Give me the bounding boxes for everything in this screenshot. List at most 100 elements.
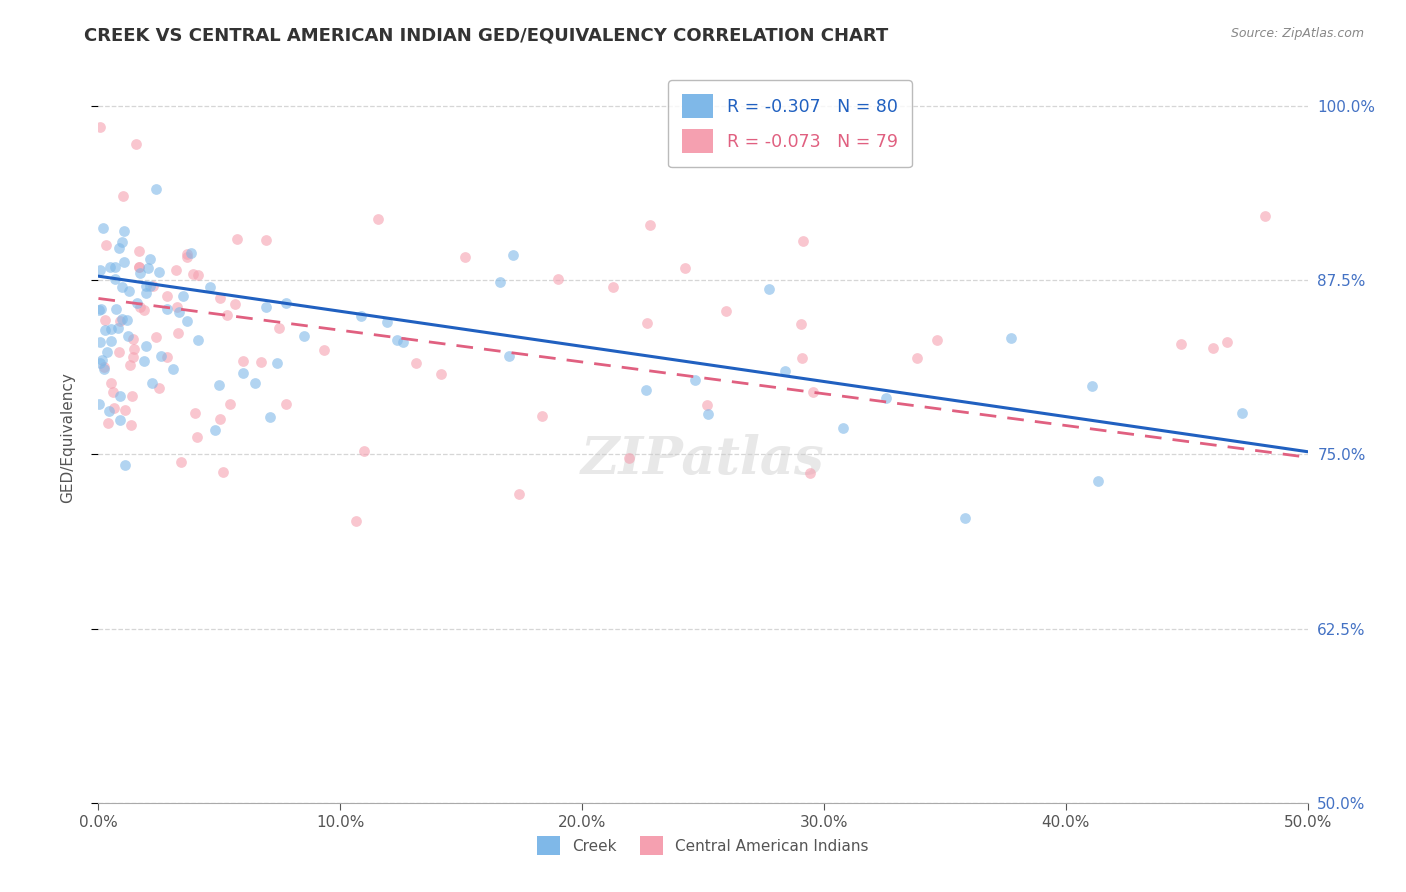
Point xyxy=(100,334,122,348)
Point xyxy=(104,272,127,286)
Point xyxy=(93,359,115,374)
Point xyxy=(121,389,143,403)
Point xyxy=(790,317,813,331)
Point xyxy=(118,358,141,372)
Point xyxy=(87,397,110,411)
Point xyxy=(112,189,135,203)
Point xyxy=(547,272,569,286)
Point xyxy=(276,397,298,411)
Point xyxy=(89,301,111,316)
Point xyxy=(498,349,520,363)
Point xyxy=(107,345,129,359)
Point xyxy=(170,455,193,469)
Text: CREEK VS CENTRAL AMERICAN INDIAN GED/EQUIVALENCY CORRELATION CHART: CREEK VS CENTRAL AMERICAN INDIAN GED/EQU… xyxy=(84,27,889,45)
Point xyxy=(602,280,624,294)
Point xyxy=(139,252,162,266)
Point xyxy=(89,356,111,370)
Point xyxy=(112,224,135,238)
Legend: Creek, Central American Indians: Creek, Central American Indians xyxy=(531,830,875,861)
Point xyxy=(129,300,152,314)
Point xyxy=(135,286,157,301)
Point xyxy=(128,266,150,280)
Point xyxy=(617,450,640,465)
Point xyxy=(100,322,122,336)
Point xyxy=(636,316,658,330)
Point xyxy=(905,351,928,365)
Point xyxy=(136,261,159,276)
Point xyxy=(97,416,120,430)
Point xyxy=(1230,406,1253,420)
Point xyxy=(94,237,117,252)
Point xyxy=(110,311,132,326)
Point xyxy=(1254,209,1277,223)
Point xyxy=(149,350,172,364)
Point xyxy=(122,332,145,346)
Point xyxy=(107,321,129,335)
Point xyxy=(292,329,315,343)
Point xyxy=(1216,334,1239,349)
Point xyxy=(169,305,191,319)
Point xyxy=(875,391,897,405)
Point xyxy=(156,351,179,365)
Point xyxy=(799,466,821,480)
Point xyxy=(183,267,205,281)
Point xyxy=(714,303,737,318)
Point xyxy=(91,352,114,367)
Point xyxy=(104,301,127,316)
Point xyxy=(430,367,453,381)
Point xyxy=(269,320,291,334)
Point xyxy=(114,458,136,472)
Point xyxy=(454,250,477,264)
Point xyxy=(91,220,114,235)
Point xyxy=(254,233,277,247)
Point xyxy=(276,295,298,310)
Point xyxy=(215,309,238,323)
Point xyxy=(792,234,814,248)
Point xyxy=(259,409,281,424)
Point xyxy=(139,279,162,293)
Point xyxy=(128,260,150,275)
Point xyxy=(254,300,277,314)
Point xyxy=(98,260,121,274)
Point xyxy=(145,182,167,196)
Point xyxy=(165,262,187,277)
Point xyxy=(97,404,120,418)
Point xyxy=(103,385,125,400)
Point xyxy=(832,420,855,434)
Point xyxy=(180,245,202,260)
Point xyxy=(93,362,115,376)
Point xyxy=(89,335,111,350)
Point xyxy=(111,279,134,293)
Point xyxy=(1202,342,1225,356)
Point xyxy=(405,356,427,370)
Point xyxy=(232,366,254,380)
Point xyxy=(94,312,117,326)
Point xyxy=(156,289,179,303)
Y-axis label: GED/Equivalency: GED/Equivalency xyxy=(60,372,76,502)
Point xyxy=(212,465,235,479)
Text: Source: ZipAtlas.com: Source: ZipAtlas.com xyxy=(1230,27,1364,40)
Point xyxy=(187,334,209,348)
Point xyxy=(135,279,157,293)
Point xyxy=(141,376,163,391)
Point xyxy=(955,511,977,525)
Point xyxy=(638,219,661,233)
Point xyxy=(89,120,111,134)
Point xyxy=(148,381,170,395)
Point xyxy=(1000,331,1022,345)
Point xyxy=(696,407,718,421)
Point xyxy=(112,255,135,269)
Point xyxy=(104,260,127,275)
Point xyxy=(108,241,131,255)
Point xyxy=(224,297,246,311)
Point xyxy=(634,383,657,397)
Point xyxy=(167,326,190,341)
Point xyxy=(117,329,139,343)
Point xyxy=(110,314,132,328)
Point xyxy=(184,406,207,420)
Point xyxy=(245,376,267,391)
Point xyxy=(502,248,524,262)
Point xyxy=(508,487,530,501)
Point xyxy=(758,283,780,297)
Point xyxy=(96,344,118,359)
